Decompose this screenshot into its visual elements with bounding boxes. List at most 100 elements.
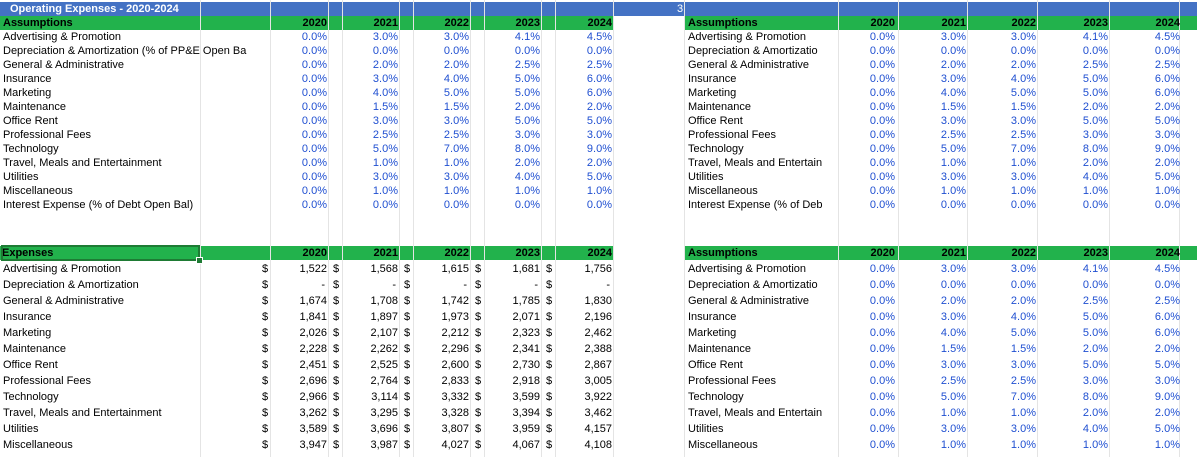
bottom_left-cell[interactable]: 2,071 (512, 311, 540, 323)
bottom_left-currency[interactable]: $ (475, 391, 482, 403)
bottom_left-currency[interactable]: $ (546, 375, 553, 387)
top_right-row-label[interactable]: Office Rent (688, 115, 743, 127)
top_right-cell[interactable]: 0.0% (1154, 45, 1180, 57)
top_right-cell[interactable]: 4.0% (1010, 73, 1036, 85)
top_left-cell[interactable]: 2.0% (514, 157, 540, 169)
bottom_left-currency[interactable]: $ (546, 407, 553, 419)
top_left-cell[interactable]: 0.0% (301, 157, 327, 169)
bottom_left-currency[interactable]: $ (333, 359, 340, 371)
top_left-year-2020[interactable]: 2020 (302, 17, 327, 29)
bottom_right-cell[interactable]: 2.0% (1154, 343, 1180, 355)
bottom_left-row-label[interactable]: Professional Fees (3, 375, 92, 387)
bottom_left-row-label[interactable]: Technology (3, 391, 59, 403)
sheet-title[interactable]: Operating Expenses - 2020-2024 (10, 3, 179, 15)
bottom_left-cell[interactable]: 3,332 (441, 391, 469, 403)
bottom_right-cell[interactable]: 1.0% (1082, 439, 1108, 451)
top_right-cell[interactable]: 1.5% (1010, 101, 1036, 113)
bottom_right-cell[interactable]: 6.0% (1154, 311, 1180, 323)
top_right-cell[interactable]: 4.0% (940, 87, 966, 99)
bottom_left-cell[interactable]: - (534, 279, 538, 291)
bottom_right-cell[interactable]: 0.0% (869, 295, 895, 307)
top_right-cell[interactable]: 7.0% (1010, 143, 1036, 155)
bottom_left-cell[interactable]: 3,987 (370, 439, 398, 451)
bottom_left-cell[interactable]: 3,589 (299, 423, 327, 435)
bottom_left-cell[interactable]: 4,067 (512, 439, 540, 451)
bottom_left-cell[interactable]: 2,212 (441, 327, 469, 339)
top_left-cell[interactable]: 0.0% (372, 45, 398, 57)
bottom_left-currency[interactable]: $ (546, 423, 553, 435)
bottom_right-cell[interactable]: 0.0% (869, 407, 895, 419)
top_left-cell[interactable]: 9.0% (586, 143, 612, 155)
top_left-cell[interactable]: 1.0% (586, 185, 612, 197)
bottom_right-row-label[interactable]: Miscellaneous (688, 439, 758, 451)
top_left-cell[interactable]: 2.5% (443, 129, 469, 141)
bottom_right-year-2022[interactable]: 2022 (1011, 247, 1036, 259)
bottom_left-currency[interactable]: $ (546, 295, 553, 307)
top_left-cell[interactable]: 0.0% (301, 101, 327, 113)
top_right-cell[interactable]: 5.0% (1082, 87, 1108, 99)
top_left-cell[interactable]: 1.0% (372, 185, 398, 197)
bottom_right-cell[interactable]: 0.0% (869, 311, 895, 323)
bottom_right-cell[interactable]: 0.0% (1010, 279, 1036, 291)
bottom_left-currency[interactable]: $ (333, 407, 340, 419)
top_left-row-label[interactable]: Professional Fees (3, 129, 92, 141)
bottom_right-cell[interactable]: 2.0% (1154, 407, 1180, 419)
bottom_right-cell[interactable]: 0.0% (869, 327, 895, 339)
bottom_right-cell[interactable]: 5.0% (940, 391, 966, 403)
top_left-row-label[interactable]: Office Rent (3, 115, 58, 127)
bottom_left-cell[interactable]: 2,525 (370, 359, 398, 371)
bottom_right-row-label[interactable]: Advertising & Promotion (688, 263, 806, 275)
bottom_left-cell[interactable]: 1,742 (441, 295, 469, 307)
top_left-cell[interactable]: 5.0% (514, 115, 540, 127)
top_right-cell[interactable]: 0.0% (1010, 199, 1036, 211)
top_right-cell[interactable]: 2.5% (1154, 59, 1180, 71)
bottom_left-currency[interactable]: $ (333, 343, 340, 355)
top_left-cell[interactable]: 8.0% (514, 143, 540, 155)
bottom_left-cell[interactable]: 2,196 (584, 311, 612, 323)
bottom_left-cell[interactable]: 1,897 (370, 311, 398, 323)
bottom_left-year-2021[interactable]: 2021 (373, 247, 398, 259)
bottom_right-row-label[interactable]: Utilities (688, 423, 724, 435)
bottom_left-cell[interactable]: 4,027 (441, 439, 469, 451)
bottom_left-currency[interactable]: $ (262, 423, 269, 435)
top_left-row-label[interactable]: Miscellaneous (3, 185, 73, 197)
top_left-cell[interactable]: 0.0% (301, 115, 327, 127)
top_left-row-label[interactable]: Depreciation & Amortization (% of PP&E O… (3, 45, 247, 57)
bottom_left-currency[interactable]: $ (333, 279, 340, 291)
top_left-row-label[interactable]: Maintenance (3, 101, 66, 113)
bottom_right-cell[interactable]: 3.0% (1082, 375, 1108, 387)
bottom_left-cell[interactable]: 3,114 (371, 391, 398, 403)
bottom_left-currency[interactable]: $ (404, 423, 411, 435)
bottom_right-row-label[interactable]: Insurance (688, 311, 737, 323)
bottom_right-cell[interactable]: 0.0% (869, 439, 895, 451)
bottom_left-currency[interactable]: $ (333, 423, 340, 435)
top_right-cell[interactable]: 2.5% (940, 129, 966, 141)
top_left-cell[interactable]: 6.0% (586, 87, 612, 99)
bottom_left-cell[interactable]: 2,600 (441, 359, 469, 371)
top_left-cell[interactable]: 4.0% (514, 171, 540, 183)
top_left-cell[interactable]: 0.0% (514, 45, 540, 57)
bottom_left-cell[interactable]: 3,005 (584, 375, 612, 387)
top_right-row-label[interactable]: Maintenance (688, 101, 751, 113)
top_left-cell[interactable]: 2.0% (514, 101, 540, 113)
bottom_right-cell[interactable]: 5.0% (1154, 359, 1180, 371)
top_right-cell[interactable]: 0.0% (869, 157, 895, 169)
bottom_right-cell[interactable]: 3.0% (940, 423, 966, 435)
top_left-cell[interactable]: 1.0% (514, 185, 540, 197)
top_right-row-label[interactable]: Marketing (688, 87, 737, 99)
bottom_left-cell[interactable]: 1,708 (370, 295, 398, 307)
bottom_left-cell[interactable]: 1,674 (299, 295, 327, 307)
bottom_left-row-label[interactable]: Insurance (3, 311, 52, 323)
top_left-cell[interactable]: 4.1% (514, 31, 540, 43)
top_right-cell[interactable]: 3.0% (940, 73, 966, 85)
top_left-cell[interactable]: 3.0% (514, 129, 540, 141)
top_right-cell[interactable]: 0.0% (869, 59, 895, 71)
top_right-cell[interactable]: 9.0% (1154, 143, 1180, 155)
bottom_right-cell[interactable]: 2.5% (1010, 375, 1036, 387)
top_left-cell[interactable]: 5.0% (586, 171, 612, 183)
bottom_left-cell[interactable]: 2,451 (299, 359, 327, 371)
bottom_left-currency[interactable]: $ (475, 311, 482, 323)
bottom_left-cell[interactable]: 2,764 (370, 375, 398, 387)
top_right-cell[interactable]: 0.0% (940, 45, 966, 57)
